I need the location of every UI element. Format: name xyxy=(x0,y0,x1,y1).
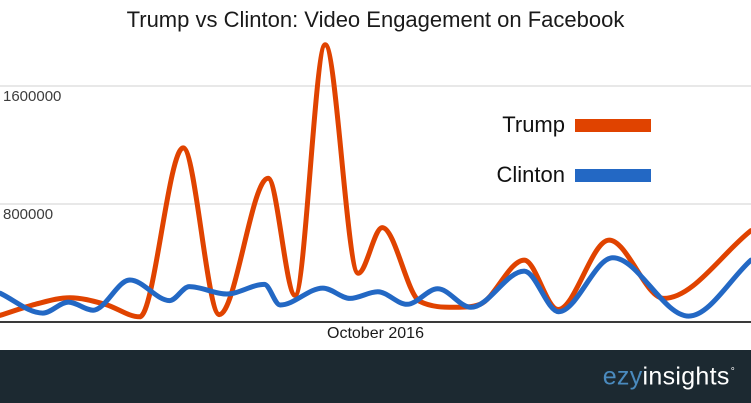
clinton-line xyxy=(0,255,751,319)
footer-bar: ezy insights ° xyxy=(0,350,751,403)
y-axis-tick-label-1600000: 1600000 xyxy=(3,88,62,105)
legend-label-clinton: Clinton xyxy=(496,162,565,187)
engagement-line-chart xyxy=(0,42,751,323)
legend-swatch-trump xyxy=(575,118,651,132)
y-axis-tick-label-800000: 800000 xyxy=(3,206,54,223)
legend-item-clinton: Clinton xyxy=(493,162,651,188)
logo-text-ezy: ezy xyxy=(602,362,643,390)
logo-trademark-icon: ° xyxy=(730,366,735,377)
legend-label-trump: Trump xyxy=(502,112,565,137)
chart-title: Trump vs Clinton: Video Engagement on Fa… xyxy=(126,7,625,32)
x-axis-label: October 2016 xyxy=(327,325,424,342)
legend-swatch-clinton xyxy=(575,168,651,182)
logo-text-insights: insights xyxy=(642,362,730,390)
ezyinsights-logo[interactable]: ezy insights ° xyxy=(603,362,735,391)
legend-item-trump: Trump xyxy=(493,112,651,138)
